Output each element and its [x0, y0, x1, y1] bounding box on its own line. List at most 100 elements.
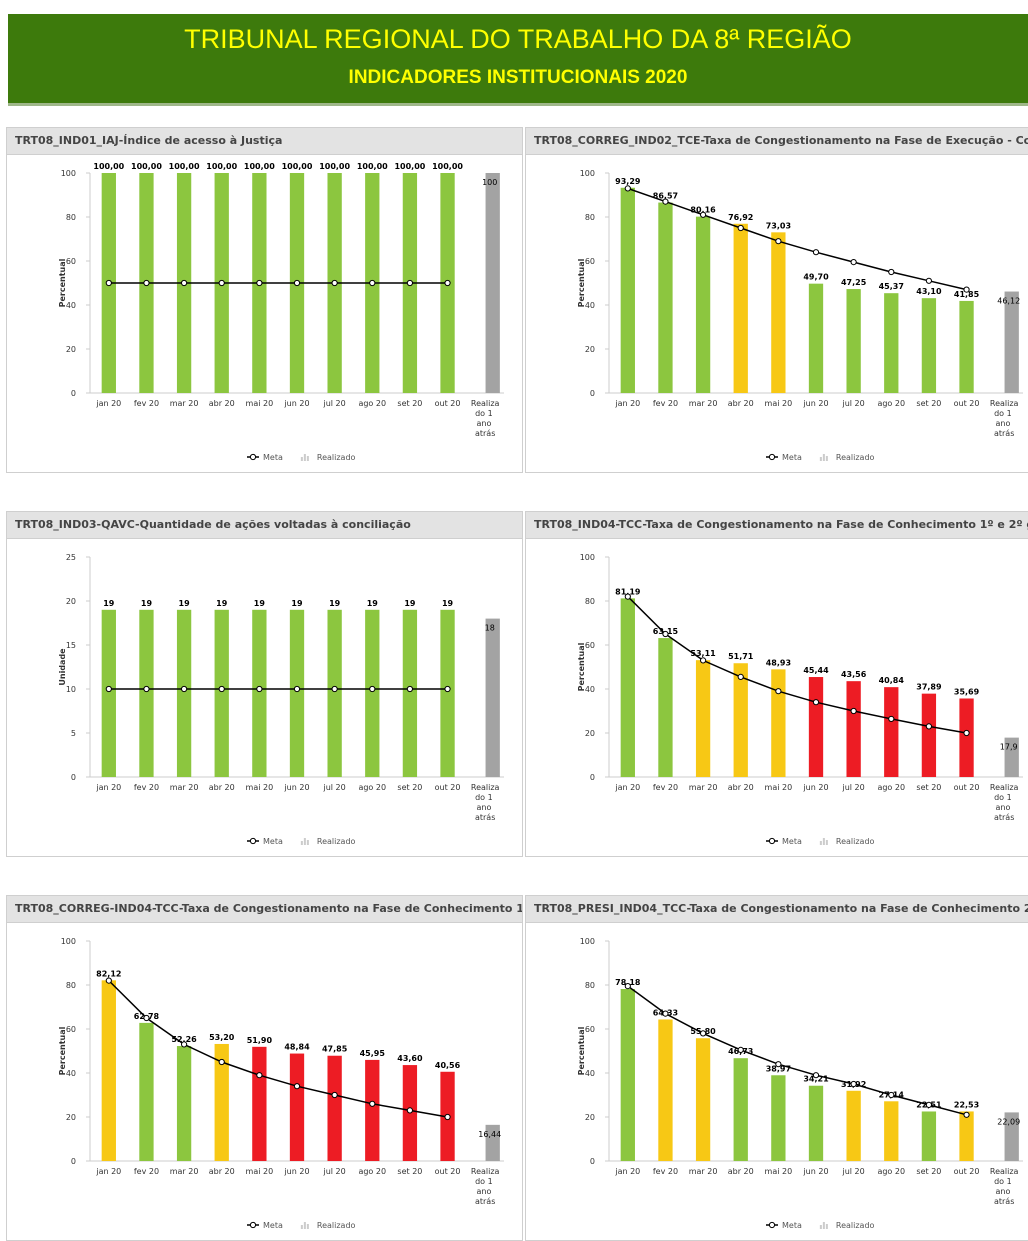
chart-title: TRT08_IND04-TCC-Taxa de Congestionamento…	[526, 512, 1028, 539]
meta-point	[180, 279, 188, 287]
bar	[101, 609, 116, 777]
meta-point	[775, 238, 782, 245]
data-label: 100,00	[282, 162, 313, 171]
meta-point	[293, 685, 301, 693]
meta-point	[812, 699, 820, 706]
x-tick-label: fev 20	[653, 783, 678, 792]
data-label: 19	[367, 599, 379, 608]
y-tick-label: 20	[66, 345, 76, 354]
legend-label: Realizado	[317, 453, 356, 462]
x-tick-label: jul 20	[842, 399, 865, 408]
chart-panel: TRT08_IND01_IAJ-Índice de acesso à Justi…	[6, 127, 523, 473]
x-tick-label: mar 20	[689, 399, 718, 408]
y-tick-label: 60	[66, 1025, 76, 1034]
x-tick-label: mar 20	[689, 1167, 718, 1176]
meta-point	[925, 1101, 933, 1108]
x-tick-label: jan 20	[95, 783, 121, 792]
y-tick-label: 80	[66, 981, 76, 990]
y-tick-label: 80	[585, 213, 595, 222]
y-tick-label: 60	[585, 641, 595, 650]
y-tick-label: 80	[585, 597, 595, 606]
chart-title: TRT08_CORREG-IND04-TCC-Taxa de Congestio…	[7, 896, 522, 923]
data-label: 41,85	[954, 290, 980, 299]
bar	[289, 609, 305, 777]
bar	[808, 677, 824, 777]
x-tick-label: out 20	[954, 783, 980, 792]
bar	[620, 598, 635, 777]
y-tick-label: 100	[580, 553, 595, 562]
bar	[214, 1043, 229, 1161]
y-axis-label: Unidade	[58, 648, 67, 686]
x-tick-label: mai 20	[246, 783, 274, 792]
meta-point	[737, 1046, 744, 1054]
bar	[1004, 291, 1019, 393]
y-tick-label: 60	[585, 1025, 595, 1034]
y-tick-label: 20	[66, 597, 76, 606]
legend-label: Meta	[782, 453, 802, 462]
bar	[365, 1059, 380, 1161]
x-tick-label: jan 20	[614, 1167, 640, 1176]
data-label: 82,12	[96, 969, 121, 978]
legend-icon	[249, 453, 257, 461]
bar	[921, 1111, 937, 1161]
y-axis-label: Percentual	[58, 258, 67, 307]
bar	[327, 609, 342, 777]
chart: 0 20 40 60 80 100 Percentual jan 20 fev 20 mar 20…	[577, 553, 1023, 846]
x-tick-label: mai 20	[765, 1167, 793, 1176]
x-tick-label: mai 20	[246, 1167, 274, 1176]
meta-point	[888, 715, 895, 723]
bar	[695, 1038, 711, 1161]
data-label: 52,26	[171, 1035, 197, 1044]
meta-line	[627, 187, 967, 291]
meta-point	[737, 224, 744, 232]
meta-point	[925, 723, 933, 730]
data-label: 45,44	[803, 666, 829, 675]
data-label: 43,60	[397, 1054, 423, 1063]
data-label: 19	[216, 599, 228, 608]
meta-point	[699, 657, 707, 664]
legend-label: Realizado	[836, 453, 875, 462]
bar	[139, 609, 154, 777]
data-label: 100,00	[206, 162, 237, 171]
bar	[176, 1046, 192, 1161]
legend-label: Meta	[782, 837, 802, 846]
x-tick-label: ago 20	[358, 399, 386, 408]
data-label: 100,00	[319, 162, 350, 171]
data-label: 100,00	[432, 162, 463, 171]
bar	[921, 693, 937, 777]
y-tick-label: 0	[71, 773, 76, 782]
x-tick-label: jun 20	[283, 783, 309, 792]
data-label: 19	[442, 599, 454, 608]
y-tick-label: 0	[590, 389, 595, 398]
data-label: 37,89	[916, 683, 942, 692]
data-label: 100,00	[131, 162, 162, 171]
chart-title: TRT08_PRESI_IND04_TCC-Taxa de Congestion…	[526, 896, 1028, 923]
bar	[846, 681, 861, 777]
y-tick-label: 100	[580, 937, 595, 946]
data-label: 78,18	[615, 978, 641, 987]
x-tick-label: jul 20	[323, 399, 346, 408]
chart: 0 20 40 60 80 100 Percentual jan 20 fev 20 mar 20…	[577, 169, 1023, 462]
bar	[252, 1046, 267, 1161]
meta-point	[662, 1010, 669, 1017]
legend-icon	[300, 457, 303, 461]
bar	[440, 609, 455, 777]
meta-point	[850, 259, 857, 266]
data-label: 19	[179, 599, 191, 608]
x-tick-label: out 20	[435, 1167, 461, 1176]
header-title: TRIBUNAL REGIONAL DO TRABALHO DA 8ª REGI…	[184, 24, 852, 54]
y-tick-label: 0	[71, 389, 76, 398]
bar	[252, 609, 267, 777]
meta-point	[850, 1080, 857, 1088]
data-label: 76,92	[728, 213, 753, 222]
y-tick-label: 20	[585, 345, 595, 354]
chart-title: TRT08_IND03-QAVC-Quantidade de ações vol…	[7, 512, 522, 539]
y-tick-label: 0	[590, 773, 595, 782]
meta-point	[218, 1058, 225, 1066]
data-label: 51,71	[728, 652, 754, 661]
meta-point	[369, 279, 376, 287]
meta-point	[444, 685, 451, 693]
bar	[808, 1085, 824, 1161]
meta-point	[293, 1083, 301, 1090]
legend-icon	[819, 457, 822, 461]
